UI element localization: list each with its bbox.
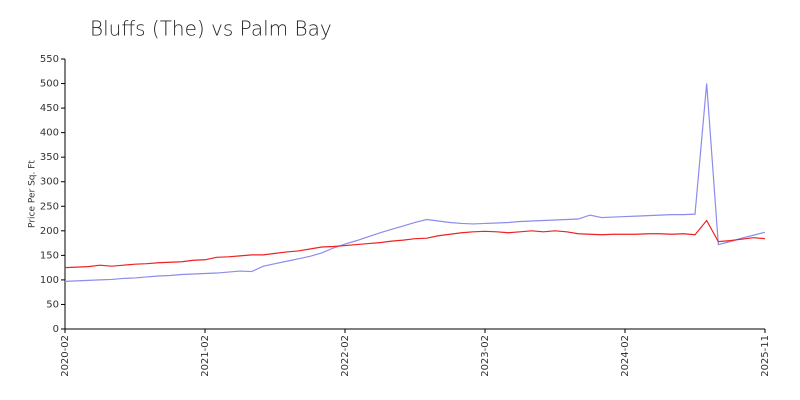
y-tick-label: 400 xyxy=(40,128,59,139)
x-tick-label: 2023-02 xyxy=(480,335,491,377)
y-tick-label: 100 xyxy=(40,275,59,286)
x-tick-label: 2021-02 xyxy=(200,335,211,377)
y-tick-label: 250 xyxy=(40,201,59,212)
x-tick-label: 2022-02 xyxy=(340,335,351,377)
x-tick-label: 2024-02 xyxy=(620,335,631,377)
x-tick-label: 2025-11 xyxy=(760,335,771,377)
y-tick-label: 350 xyxy=(40,152,59,163)
line xyxy=(64,219,766,269)
y-tick-label: 200 xyxy=(40,226,59,237)
y-axis-label: Price Per Sq. Ft xyxy=(28,160,38,228)
y-tick-label: 300 xyxy=(40,177,59,188)
y-tick-label: 50 xyxy=(46,299,59,310)
y-tick-label: 450 xyxy=(40,103,59,114)
line xyxy=(64,83,766,282)
chart-title: Bluffs (The) vs Palm Bay xyxy=(90,17,332,41)
x-tick-label: 2020-02 xyxy=(60,335,71,377)
y-tick-label: 0 xyxy=(53,324,59,335)
y-tick-label: 150 xyxy=(40,250,59,261)
y-tick-label: 500 xyxy=(40,79,59,90)
y-tick-label: 550 xyxy=(40,54,59,65)
